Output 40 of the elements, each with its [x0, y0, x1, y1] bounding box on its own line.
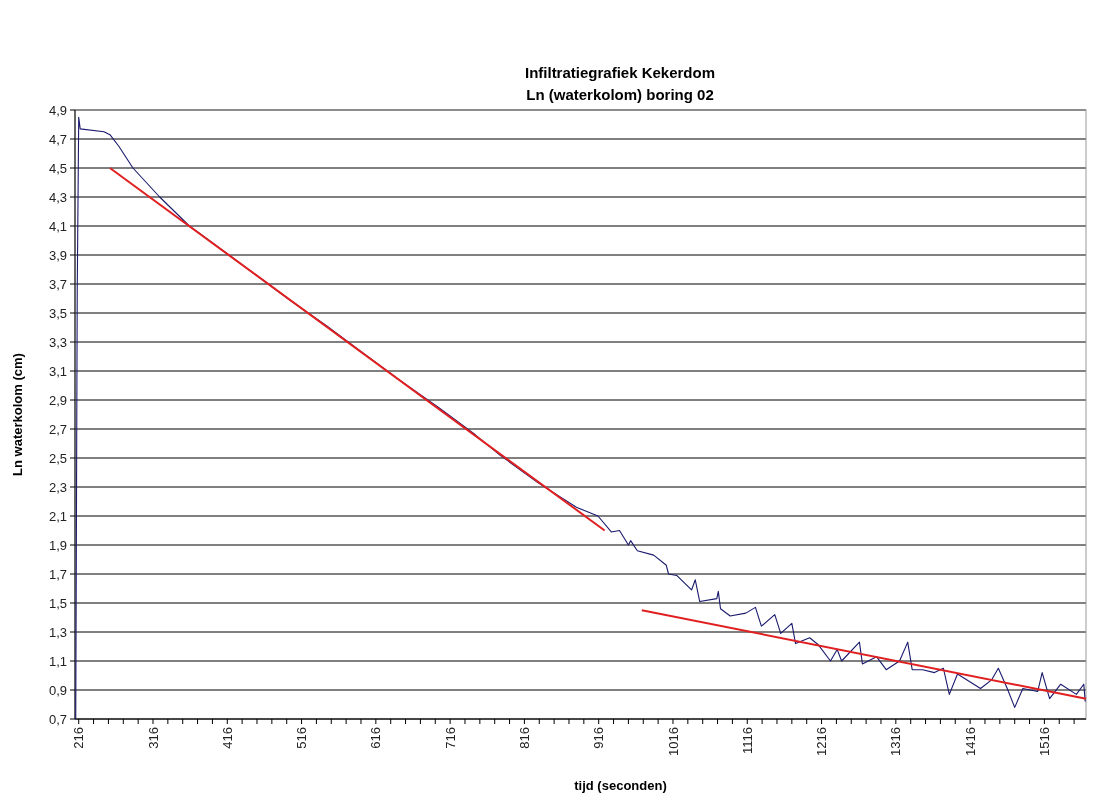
y-tick-label: 4,9	[48, 102, 67, 118]
y-tick-label: 2,3	[48, 479, 67, 495]
y-tick-label: 2,5	[48, 450, 67, 466]
x-tick-label: 1516	[1036, 727, 1052, 756]
y-axis-title: Ln waterkolom (cm)	[10, 353, 25, 476]
chart-title: Infiltratiegrafiek Kekerdom	[524, 64, 716, 81]
y-tick-label: 1,7	[48, 566, 67, 582]
y-tick-label: 0,7	[48, 711, 67, 727]
y-tick-label: 2,9	[48, 392, 67, 408]
x-tick-label: 1116	[739, 727, 755, 754]
y-tick-label: 4,7	[48, 131, 67, 147]
x-tick-label: 716	[442, 727, 458, 749]
y-tick-label: 4,5	[48, 160, 67, 176]
y-tick-label: 3,5	[48, 305, 67, 321]
x-tick-label: 1216	[814, 727, 830, 756]
y-tick-label: 3,9	[48, 247, 67, 263]
x-tick-label: 216	[71, 727, 87, 749]
y-tick-label: 2,7	[48, 421, 67, 437]
x-tick-label: 516	[294, 727, 310, 749]
y-tick-label: 4,1	[48, 218, 67, 234]
y-tick-label: 3,7	[48, 276, 67, 292]
y-tick-label: 3,1	[48, 363, 67, 379]
y-tick-label: 1,9	[48, 537, 67, 553]
x-tick-label: 316	[145, 727, 161, 749]
y-tick-label: 1,1	[48, 653, 67, 669]
y-tick-label: 1,3	[48, 624, 67, 640]
x-tick-label: 1416	[962, 727, 978, 756]
x-tick-label: 1316	[888, 727, 904, 756]
x-axis-title: tijd (seconden)	[574, 778, 667, 793]
y-tick-label: 1,5	[48, 595, 67, 611]
x-tick-label: 916	[591, 727, 607, 749]
y-tick-label: 2,1	[48, 508, 67, 524]
y-tick-label: 3,3	[48, 334, 67, 350]
y-tick-label: 4,3	[48, 189, 67, 205]
x-tick-label: 1016	[665, 727, 681, 756]
x-tick-label: 416	[219, 727, 235, 749]
y-tick-label: 0,9	[48, 682, 67, 698]
x-tick-label: 816	[516, 727, 532, 749]
chart-subtitle: Ln (waterkolom) boring 02	[526, 86, 714, 103]
x-tick-label: 616	[368, 727, 384, 749]
